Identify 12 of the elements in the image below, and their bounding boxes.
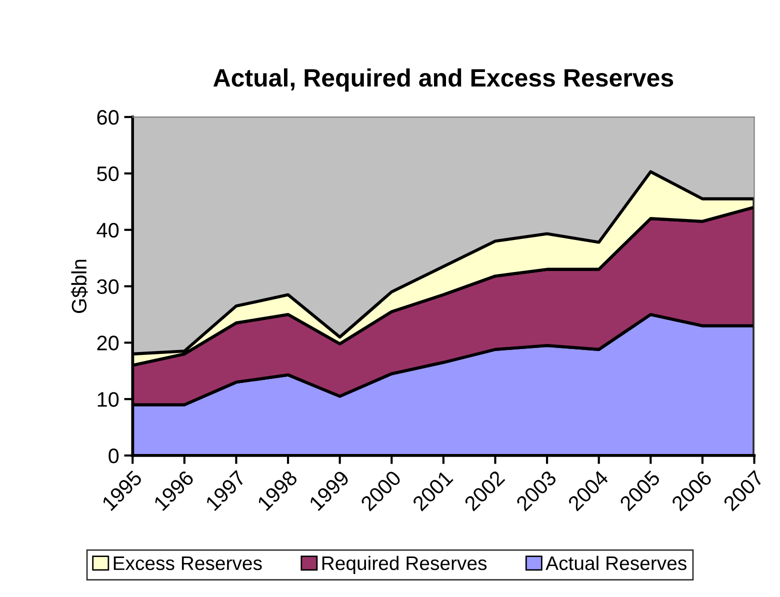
y-axis-title: G$bln: [70, 260, 88, 314]
y-tick-label: 40: [96, 222, 119, 238]
y-tick-label: 30: [97, 279, 119, 294]
legend-label: Actual Reserves: [546, 556, 686, 570]
legend-label: Required Reserves: [322, 556, 487, 574]
chart-title: Actual, Required and Excess Reserves: [213, 68, 674, 92]
y-tick-label: 50: [97, 166, 119, 182]
y-tick-label: 0: [108, 448, 119, 464]
y-tick-label: 20: [97, 336, 119, 350]
y-tick-label: 60: [97, 110, 119, 125]
legend-label: Excess Reserves: [114, 556, 262, 570]
y-tick-label: 10: [98, 392, 119, 407]
